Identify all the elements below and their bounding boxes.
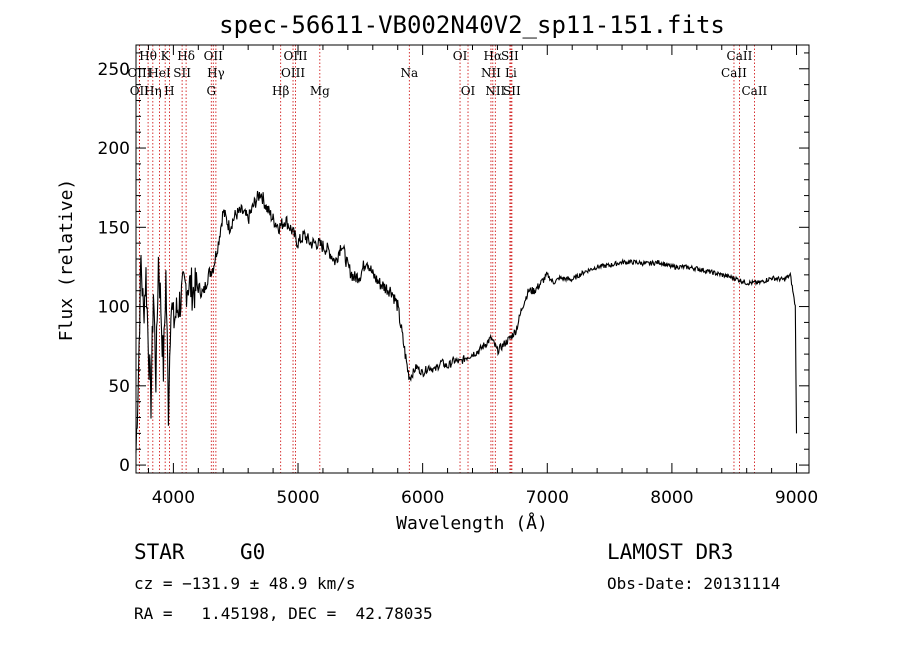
x-tick-label: 9000 bbox=[775, 488, 818, 508]
y-tick-label: 0 bbox=[119, 456, 130, 476]
y-tick-label: 100 bbox=[98, 298, 130, 318]
object-class: STAR bbox=[134, 540, 185, 564]
emission-label: Hγ bbox=[207, 66, 225, 80]
x-axis-label: Wavelength (Å) bbox=[396, 512, 548, 534]
emission-lines bbox=[138, 45, 755, 473]
emission-label: Hβ bbox=[272, 84, 289, 98]
survey-name: LAMOST DR3 bbox=[607, 540, 733, 564]
emission-label: CaII bbox=[721, 66, 747, 80]
x-tick-label: 5000 bbox=[276, 488, 319, 508]
emission-label: SII bbox=[501, 49, 519, 63]
emission-label: OI bbox=[453, 49, 468, 63]
coordinates: RA = 1.45198, DEC = 42.78035 bbox=[134, 604, 433, 623]
velocity-text: cz = −131.9 ± 48.9 km/s bbox=[134, 574, 356, 593]
y-tick-label: 200 bbox=[98, 139, 130, 159]
emission-label: Na bbox=[400, 66, 418, 80]
emission-label: H bbox=[164, 84, 174, 98]
emission-label: SII bbox=[173, 66, 191, 80]
emission-label: OI bbox=[461, 84, 476, 98]
plot-frame bbox=[135, 44, 810, 474]
emission-label: Hθ bbox=[139, 49, 157, 63]
chart-title: spec-56611-VB002N40V2_sp11-151.fits bbox=[219, 11, 725, 39]
emission-label: OII bbox=[130, 84, 150, 98]
emission-label: OIII bbox=[283, 49, 307, 63]
x-tick-label: 6000 bbox=[401, 488, 444, 508]
emission-label: Mg bbox=[310, 84, 330, 98]
emission-label: Hδ bbox=[177, 49, 195, 63]
emission-label: OIII bbox=[127, 66, 151, 80]
y-tick-label: 250 bbox=[98, 60, 130, 80]
emission-label: HeI bbox=[148, 66, 171, 80]
emission-label: NII bbox=[485, 84, 505, 98]
y-axis: 0 50 100 150 200 250 bbox=[98, 52, 809, 476]
x-tick-label: 4000 bbox=[152, 488, 195, 508]
emission-label: SII bbox=[503, 84, 521, 98]
emission-label: Li bbox=[505, 66, 517, 80]
spectrum-line bbox=[135, 190, 798, 453]
emission-label: G bbox=[206, 84, 216, 98]
emission-label: CaII bbox=[727, 49, 753, 63]
obs-date: Obs-Date: 20131114 bbox=[607, 574, 780, 593]
emission-label: Hα bbox=[484, 49, 503, 63]
emission-label: K bbox=[161, 49, 171, 63]
y-tick-label: 150 bbox=[98, 218, 130, 238]
x-axis: 4000 5000 6000 7000 8000 9000 bbox=[147, 45, 818, 508]
y-tick-label: 50 bbox=[108, 377, 130, 397]
emission-label: CaII bbox=[741, 84, 767, 98]
emission-label: Hη bbox=[144, 84, 162, 98]
emission-label: OIII bbox=[281, 66, 305, 80]
emission-label: OII bbox=[204, 49, 224, 63]
x-tick-label: 8000 bbox=[650, 488, 693, 508]
object-subclass: G0 bbox=[240, 540, 265, 564]
y-axis-label: Flux (relative) bbox=[56, 179, 77, 342]
emission-label: NII bbox=[481, 66, 501, 80]
x-tick-label: 7000 bbox=[526, 488, 569, 508]
